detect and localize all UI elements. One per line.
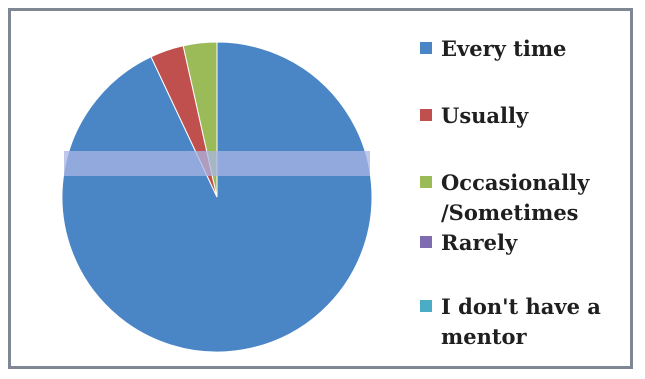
legend-item-usually: Usually [420,101,528,131]
legend-item-no-mentor: I don't have a mentor [420,292,601,352]
legend-item-every-time: Every time [420,34,566,64]
legend-swatch-no-mentor [420,300,432,312]
legend-item-rarely: Rarely [420,228,517,258]
legend-label-occasionally: Occasionally /Sometimes [441,170,590,225]
legend-label-no-mentor: I don't have a mentor [441,294,601,349]
legend-label-usually: Usually [441,103,529,128]
legend-swatch-usually [420,109,432,121]
legend-swatch-every-time [420,42,432,54]
background-band [64,151,370,176]
legend-swatch-rarely [420,236,432,248]
legend-item-occasionally: Occasionally /Sometimes [420,168,589,228]
legend-swatch-occasionally [420,176,432,188]
legend-label-rarely: Rarely [441,230,518,255]
legend-label-every-time: Every time [441,36,567,61]
